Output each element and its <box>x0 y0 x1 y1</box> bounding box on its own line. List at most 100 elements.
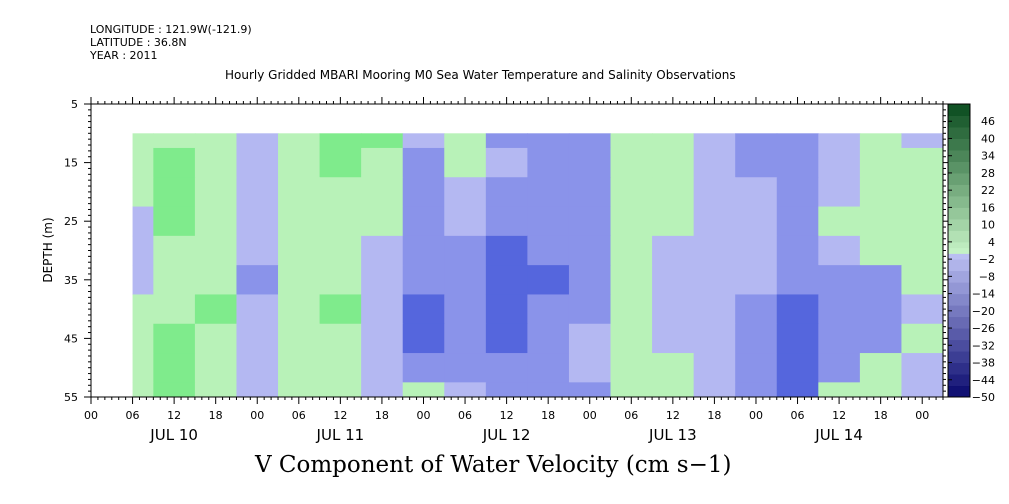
heatmap-cell <box>402 265 445 295</box>
heatmap-cell <box>319 265 362 295</box>
heatmap-cell <box>859 294 902 325</box>
colorbar-swatch <box>948 351 970 364</box>
heatmap-cell <box>236 147 279 178</box>
heatmap-cell <box>361 294 404 325</box>
heatmap-cell <box>485 147 528 178</box>
heatmap-cell <box>153 147 196 178</box>
x-tick-label: 06 <box>458 409 472 422</box>
heatmap-cell <box>693 235 736 266</box>
heatmap-cell <box>402 323 445 354</box>
heatmap-cell <box>402 177 445 208</box>
heatmap-cell <box>693 323 736 354</box>
colorbar-swatch <box>948 339 970 352</box>
x-tick-label: 00 <box>583 409 597 422</box>
colorbar-label: −44 <box>972 374 995 387</box>
heatmap-cell <box>859 353 902 383</box>
heatmap-cell <box>735 382 778 398</box>
heatmap-cell <box>652 294 695 325</box>
heatmap-cell <box>527 133 570 149</box>
heatmap-cell <box>693 382 736 398</box>
heatmap-cell <box>361 177 404 208</box>
heatmap-cell <box>278 353 321 383</box>
heatmap-cell <box>568 353 612 383</box>
heatmap-cell <box>610 177 653 208</box>
heatmap-cell <box>776 133 819 149</box>
heatmap-cell <box>402 147 445 178</box>
heatmap-cell <box>568 235 612 266</box>
x-tick-label: 00 <box>915 409 929 422</box>
heatmap-cell <box>278 133 321 149</box>
colorbar-swatch <box>948 195 970 208</box>
heatmap-cell <box>194 294 237 325</box>
heatmap-cell <box>568 294 612 325</box>
heatmap-cell <box>568 382 612 398</box>
heatmap-cell <box>652 265 695 295</box>
heatmap-cell <box>735 177 778 208</box>
colorbar-label: 40 <box>981 132 995 145</box>
heatmap-cell <box>485 265 528 295</box>
heatmap-cell <box>402 353 445 383</box>
heatmap-cell <box>652 382 695 398</box>
heatmap-cell <box>132 294 154 325</box>
heatmap-cell <box>776 294 819 325</box>
heatmap-cell <box>319 133 362 149</box>
heatmap-cell <box>652 206 695 237</box>
heatmap-cell <box>527 177 570 208</box>
colorbar-label: −50 <box>972 391 995 404</box>
colorbar-label: 10 <box>981 219 995 232</box>
heatmap-cell <box>652 147 695 178</box>
heatmap-cell <box>776 235 819 266</box>
heatmap-cell <box>610 235 653 266</box>
heatmap-cell <box>278 382 321 398</box>
heatmap-cell <box>776 177 819 208</box>
heatmap-cell <box>236 177 279 208</box>
heatmap-cell <box>652 323 695 354</box>
heatmap-cell <box>402 235 445 266</box>
heatmap-cell <box>610 147 653 178</box>
variable-label: V Component of Water Velocity (cm s−1) <box>255 452 732 478</box>
heatmap-cell <box>527 235 570 266</box>
heatmap-cell <box>444 177 487 208</box>
heatmap-cell <box>735 323 778 354</box>
colorbar-swatch <box>948 282 970 295</box>
colorbar-label: −32 <box>972 339 995 352</box>
x-tick-label: 00 <box>749 409 763 422</box>
heatmap-cell <box>901 382 944 398</box>
heatmap-cell <box>361 235 404 266</box>
heatmap-cell <box>194 206 237 237</box>
heatmap-cell <box>610 133 653 149</box>
heatmap-cell <box>361 265 404 295</box>
x-tick-label: 00 <box>84 409 98 422</box>
heatmap-cell <box>194 133 237 149</box>
heatmap-cell <box>610 382 653 398</box>
heatmap-cell <box>485 323 528 354</box>
heatmap-cell <box>444 265 487 295</box>
colorbar-label: −2 <box>979 253 995 266</box>
colorbar-swatch <box>948 374 970 387</box>
heatmap-cell <box>610 353 653 383</box>
heatmap-cell <box>236 206 279 237</box>
heatmap-cell <box>361 147 404 178</box>
heatmap-cell <box>236 323 279 354</box>
x-tick-label: 00 <box>250 409 264 422</box>
heatmap-cell <box>568 206 612 237</box>
colorbar-label: 28 <box>981 167 995 180</box>
x-day-label: JUL 10 <box>149 426 198 444</box>
heatmap-cell <box>901 133 944 149</box>
heatmap-cell <box>319 382 362 398</box>
heatmap-cell <box>361 353 404 383</box>
heatmap-cell <box>194 235 237 266</box>
heatmap-cell <box>859 265 902 295</box>
x-tick-label: 12 <box>333 409 347 422</box>
heatmap-cell <box>901 265 944 295</box>
heatmap-cell <box>652 133 695 149</box>
x-tick-label: 18 <box>874 409 888 422</box>
heatmap-cell <box>693 353 736 383</box>
heatmap-cell <box>278 147 321 178</box>
heatmap-cell <box>693 265 736 295</box>
heatmap-cell <box>901 323 944 354</box>
heatmap-cell <box>610 265 653 295</box>
x-day-label: JUL 13 <box>648 426 697 444</box>
heatmap-cell <box>194 147 237 178</box>
